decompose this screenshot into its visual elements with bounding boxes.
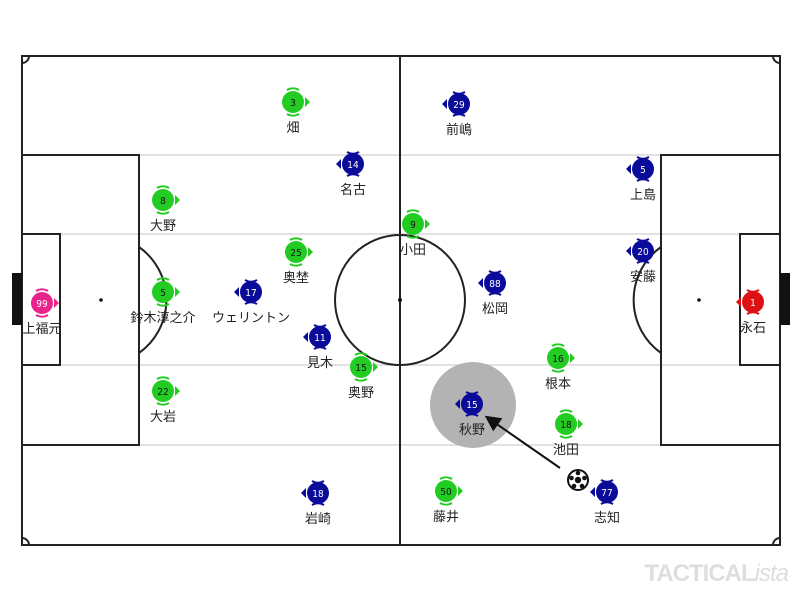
- player-marker[interactable]: 15: [455, 391, 483, 417]
- player-name: 奥埜: [282, 271, 310, 286]
- player-marker[interactable]: 5: [626, 156, 654, 182]
- player-name: 前嶋: [445, 123, 473, 138]
- left-goal: [12, 273, 22, 325]
- player-marker[interactable]: 77: [590, 479, 618, 505]
- player-name: 名古: [339, 183, 367, 198]
- svg-text:25: 25: [290, 248, 301, 259]
- player-marker[interactable]: 16: [547, 343, 575, 373]
- player-marker[interactable]: 9: [402, 209, 430, 239]
- player-marker[interactable]: 50: [435, 476, 463, 506]
- svg-text:14: 14: [347, 160, 359, 171]
- player-name: 永石: [739, 321, 767, 336]
- svg-text:15: 15: [466, 400, 477, 411]
- player-marker[interactable]: 3: [282, 87, 310, 117]
- svg-text:22: 22: [157, 387, 168, 398]
- svg-text:17: 17: [245, 288, 256, 299]
- player-name: ウェリントン: [211, 311, 291, 326]
- svg-text:77: 77: [601, 488, 612, 499]
- player-name: 鈴木淳之介: [130, 311, 196, 326]
- svg-text:15: 15: [355, 363, 366, 374]
- player-marker[interactable]: 18: [555, 409, 583, 439]
- svg-text:16: 16: [552, 354, 564, 365]
- player-marker[interactable]: 18: [301, 480, 329, 506]
- pass-arrow: [484, 415, 561, 469]
- svg-text:29: 29: [453, 100, 465, 111]
- player-name: 小田: [399, 243, 427, 258]
- player-marker[interactable]: 14: [336, 151, 364, 177]
- player-marker[interactable]: 29: [442, 91, 470, 117]
- svg-text:9: 9: [410, 220, 416, 231]
- watermark-logo: TACTICALista: [644, 560, 789, 587]
- player-name: 畑: [286, 121, 300, 136]
- player-name: 安藤: [629, 270, 657, 285]
- player-name: 岩崎: [304, 512, 332, 527]
- player-name: 松岡: [481, 302, 509, 317]
- player-name: 秋野: [458, 423, 486, 438]
- svg-text:5: 5: [160, 288, 166, 299]
- player-marker[interactable]: 20: [626, 238, 654, 264]
- svg-text:18: 18: [312, 489, 324, 500]
- player-name: 池田: [552, 443, 580, 458]
- svg-text:20: 20: [637, 247, 649, 258]
- player-marker[interactable]: 5: [152, 277, 180, 307]
- svg-text:1: 1: [750, 298, 756, 309]
- player-marker[interactable]: 15: [350, 352, 378, 382]
- svg-text:8: 8: [160, 196, 166, 207]
- player-name: 奥野: [347, 386, 375, 401]
- svg-text:18: 18: [560, 420, 572, 431]
- player-name: 大野: [149, 219, 177, 234]
- player-name: 大岩: [149, 410, 177, 425]
- player-name: 志知: [593, 511, 621, 526]
- player-name: 根本: [544, 377, 572, 392]
- player-marker[interactable]: 25: [285, 237, 313, 267]
- player-name: 上島: [629, 188, 657, 203]
- svg-text:11: 11: [314, 333, 325, 344]
- player-marker[interactable]: 8: [152, 185, 180, 215]
- player-marker[interactable]: 22: [152, 376, 180, 406]
- soccer-ball-icon: [567, 469, 589, 491]
- svg-text:50: 50: [440, 487, 452, 498]
- svg-text:88: 88: [489, 279, 501, 290]
- right-goal: [780, 273, 790, 325]
- player-name: 上福元: [22, 322, 62, 337]
- player-marker[interactable]: 1: [736, 289, 764, 315]
- player-marker[interactable]: 11: [303, 324, 331, 350]
- svg-text:5: 5: [640, 165, 646, 176]
- player-marker[interactable]: 17: [234, 279, 262, 305]
- player-name: 見木: [306, 356, 334, 371]
- svg-text:3: 3: [290, 98, 296, 109]
- player-marker[interactable]: 99: [31, 288, 59, 318]
- player-name: 藤井: [432, 510, 460, 525]
- svg-text:99: 99: [36, 299, 48, 310]
- player-marker[interactable]: 88: [478, 270, 506, 296]
